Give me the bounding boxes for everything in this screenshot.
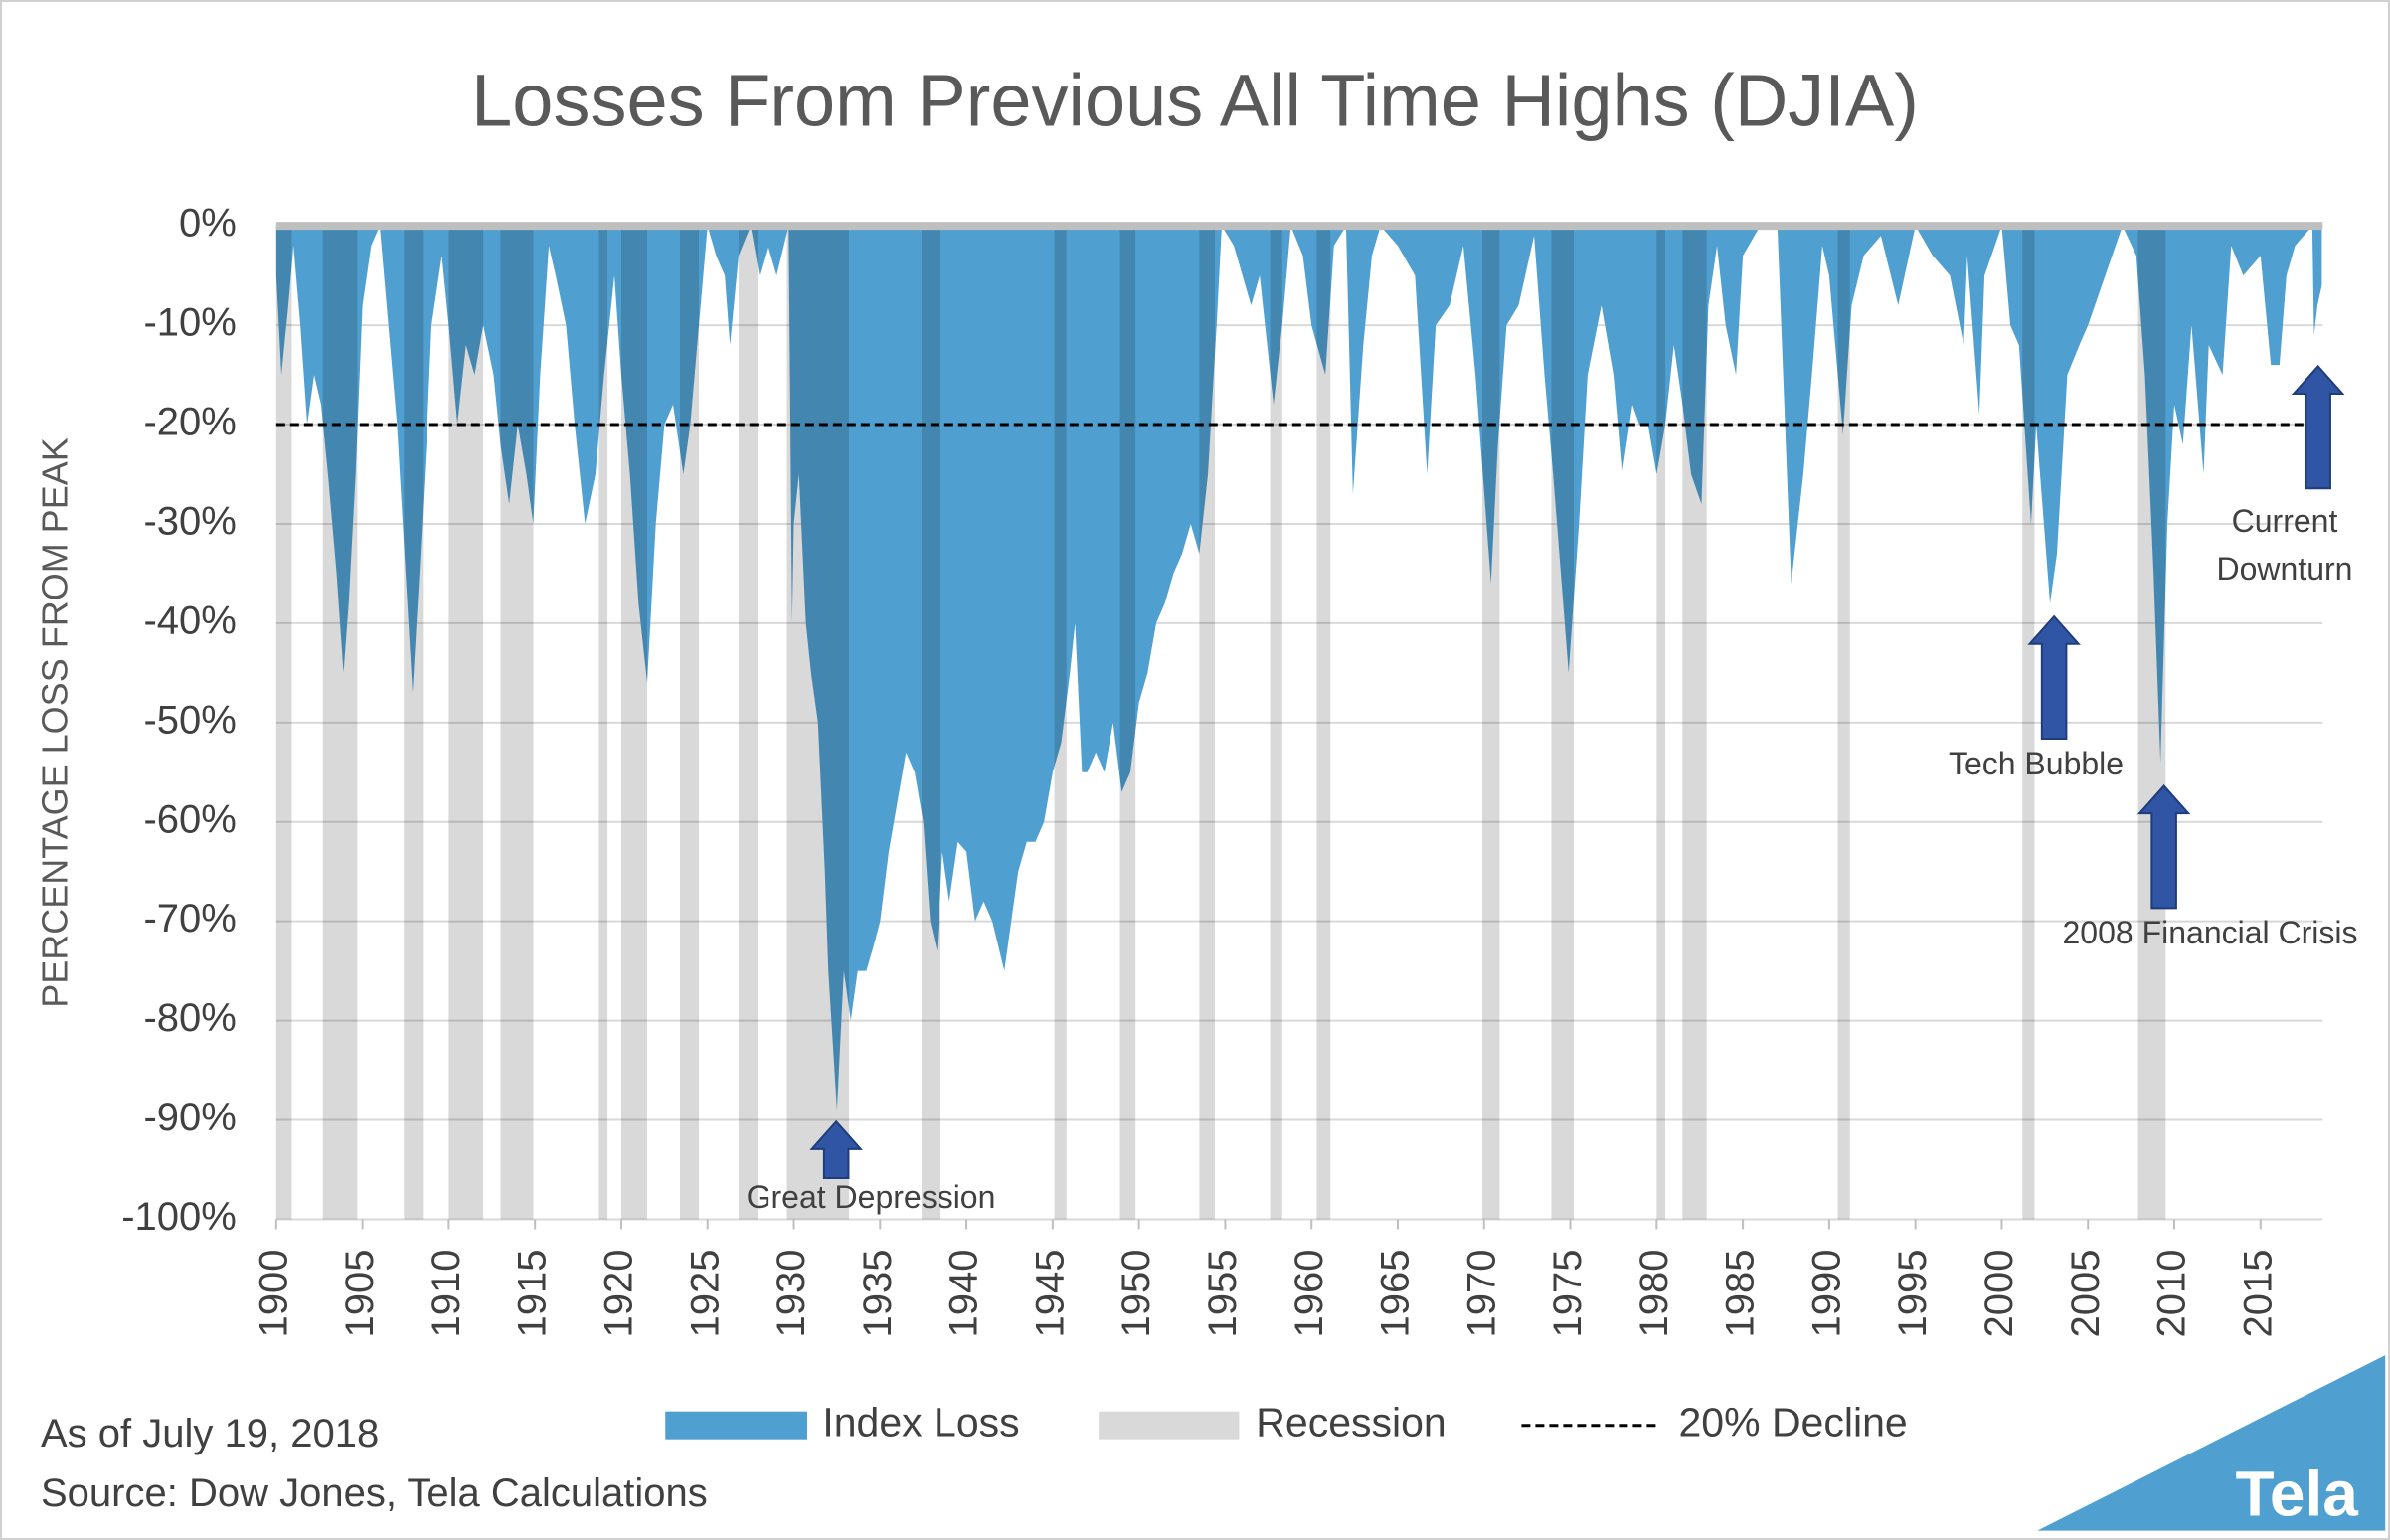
recession-band	[1199, 226, 1216, 1220]
recession-band	[500, 226, 534, 1220]
y-tick-label: -50%	[143, 698, 236, 742]
x-tick-label: 1900	[252, 1249, 295, 1337]
y-tick-label: -90%	[143, 1096, 236, 1139]
annotation-arrow	[2291, 364, 2345, 490]
legend-label: Recession	[1256, 1400, 1446, 1446]
x-tick-label: 1950	[1114, 1249, 1158, 1337]
logo: Tela	[2236, 1457, 2359, 1529]
x-tick-label: 1965	[1374, 1249, 1418, 1337]
recession-band	[275, 226, 292, 1220]
recession-band	[679, 226, 700, 1220]
recession-band	[2022, 226, 2035, 1220]
annotation-arrow	[809, 1119, 863, 1180]
x-tick-label: 1910	[425, 1249, 468, 1337]
annotation: Great Depression	[746, 1179, 996, 1215]
x-tick-label: 1960	[1287, 1249, 1331, 1337]
x-tick-label: 1955	[1201, 1249, 1245, 1337]
recession-band	[1270, 226, 1282, 1220]
y-tick-label: -80%	[143, 996, 236, 1040]
y-tick-label: -30%	[143, 500, 236, 544]
x-tick-label: 1935	[856, 1249, 900, 1337]
x-tick-label: 1970	[1459, 1249, 1503, 1337]
recession-band	[738, 226, 759, 1220]
note: Source: Dow Jones, Tela Calculations	[41, 1471, 708, 1515]
x-tick-label: 1990	[1804, 1249, 1848, 1337]
annotation: Current Downturn	[2216, 503, 2353, 587]
recession-band	[1682, 226, 1707, 1220]
x-tick-label: 1925	[683, 1249, 727, 1337]
recession-band	[1482, 226, 1500, 1220]
x-tick-label: 1905	[338, 1249, 382, 1337]
recession-band	[1656, 226, 1666, 1220]
x-tick-label: 1985	[1719, 1249, 1763, 1337]
legend-label: Index Loss	[822, 1400, 1019, 1446]
logo-shape	[2037, 1355, 2386, 1531]
y-tick-label: -70%	[143, 897, 236, 941]
x-tick-label: 1975	[1546, 1249, 1590, 1337]
recession-band	[1119, 226, 1136, 1220]
y-tick-label: -40%	[143, 599, 236, 642]
y-axis-label: PERCENTAGE LOSS FROM PEAK	[35, 437, 76, 1007]
x-tick-label: 2000	[1977, 1249, 2021, 1337]
recession-band	[1316, 226, 1331, 1220]
legend-label: 20% Decline	[1679, 1400, 1908, 1446]
x-tick-label: 1930	[769, 1249, 813, 1337]
recession-band	[786, 226, 850, 1220]
x-tick-label: 2010	[2150, 1249, 2194, 1337]
legend-swatch	[665, 1411, 808, 1440]
recession-band	[598, 226, 608, 1220]
x-tick-label: 1995	[1891, 1249, 1935, 1337]
recession-band	[1054, 226, 1067, 1220]
recession-band	[2137, 226, 2166, 1220]
y-tick-label: -100%	[121, 1195, 237, 1239]
y-tick-label: 0%	[179, 202, 237, 246]
recession-band	[620, 226, 647, 1220]
recession-band	[322, 226, 358, 1220]
x-tick-label: 1980	[1632, 1249, 1676, 1337]
annotation-arrow	[2027, 614, 2081, 740]
y-tick-label: -20%	[143, 401, 236, 444]
recession-band	[448, 226, 484, 1220]
x-tick-label: 1920	[598, 1249, 641, 1337]
x-tick-label: 1940	[942, 1249, 986, 1337]
y-tick-label: -10%	[143, 301, 236, 345]
recession-band	[1551, 226, 1575, 1220]
recession-band	[404, 226, 424, 1220]
annotation: Tech Bubble	[1948, 746, 2125, 781]
note: As of July 19, 2018	[41, 1412, 380, 1455]
recession-band	[921, 226, 941, 1220]
chart-title: Losses From Previous All Time Highs (DJI…	[471, 60, 1919, 142]
y-tick-label: -60%	[143, 797, 236, 841]
x-tick-label: 1945	[1028, 1249, 1072, 1337]
x-tick-label: 2015	[2236, 1249, 2280, 1337]
x-tick-label: 1915	[511, 1249, 555, 1337]
recession-band	[1837, 226, 1850, 1220]
annotation: 2008 Financial Crisis	[2062, 915, 2358, 950]
annotation-arrow	[2136, 784, 2191, 910]
legend-swatch	[1099, 1411, 1240, 1440]
x-tick-label: 2005	[2064, 1249, 2108, 1337]
